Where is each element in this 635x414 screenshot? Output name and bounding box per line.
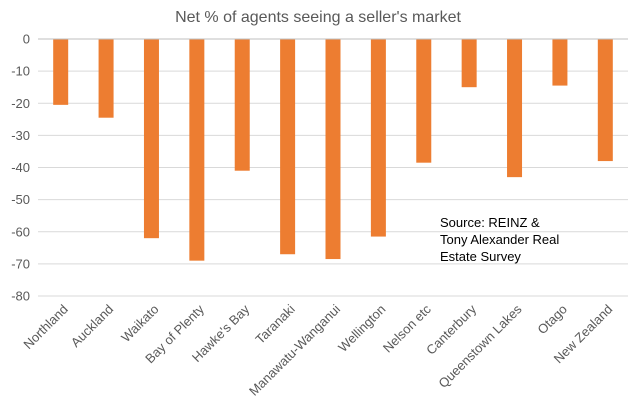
annotation-text-line: Tony Alexander Real bbox=[440, 232, 559, 247]
bar bbox=[143, 39, 159, 239]
bar bbox=[189, 39, 205, 261]
y-tick-label: -70 bbox=[11, 256, 30, 271]
annotation-text-line: Source: REINZ & bbox=[440, 215, 540, 230]
bar bbox=[234, 39, 250, 171]
x-category-label: Manawatu-Wanganui bbox=[246, 301, 343, 398]
x-category-label: Northland bbox=[20, 302, 70, 352]
y-tick-label: -50 bbox=[11, 192, 30, 207]
bar bbox=[461, 39, 477, 88]
bar bbox=[370, 39, 386, 237]
y-tick-label: -20 bbox=[11, 96, 30, 111]
y-tick-label: 0 bbox=[23, 32, 30, 47]
x-category-label: Otago bbox=[534, 302, 570, 338]
chart-title: Net % of agents seeing a seller's market bbox=[175, 9, 461, 26]
source-annotation: Source: REINZ & Tony Alexander Real Estate… bbox=[440, 215, 559, 264]
bar bbox=[280, 39, 296, 255]
bar bbox=[507, 39, 523, 178]
y-axis-tick-labels: 0 -10 -20 -30 -40 -50 -60 -70 -80 bbox=[11, 32, 30, 304]
bar bbox=[325, 39, 341, 260]
bar bbox=[98, 39, 114, 118]
y-tick-label: -10 bbox=[11, 64, 30, 79]
bar bbox=[552, 39, 568, 86]
x-category-label: Taranaki bbox=[252, 301, 297, 346]
bar bbox=[416, 39, 432, 163]
y-tick-label: -30 bbox=[11, 128, 30, 143]
x-category-label: Auckland bbox=[68, 302, 116, 350]
x-category-label: Queenstown Lakes bbox=[435, 301, 525, 391]
y-tick-label: -40 bbox=[11, 160, 30, 175]
y-tick-label: -60 bbox=[11, 224, 30, 239]
bar bbox=[597, 39, 613, 162]
annotation-text-line: Estate Survey bbox=[440, 249, 521, 264]
y-tick-label: -80 bbox=[11, 289, 30, 304]
bar bbox=[53, 39, 69, 105]
bars bbox=[53, 39, 613, 261]
x-category-label: Waikato bbox=[118, 302, 161, 345]
